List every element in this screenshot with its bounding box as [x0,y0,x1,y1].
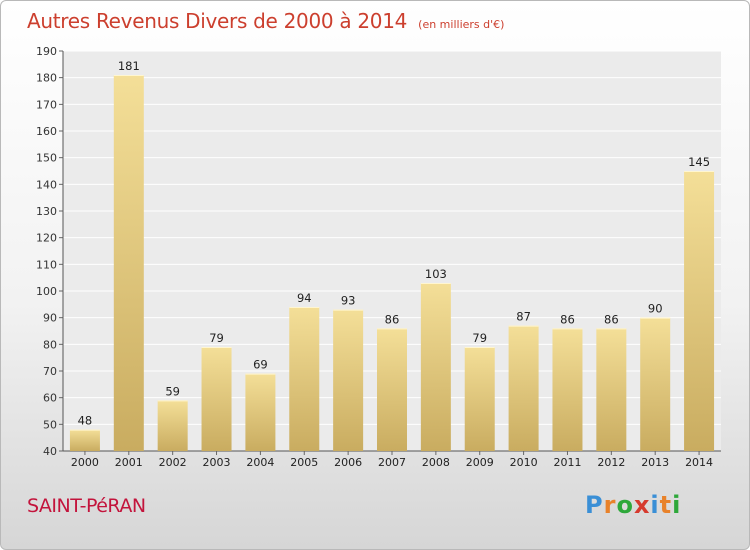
bar [157,400,188,451]
bar [464,347,495,451]
x-tick-label: 2010 [510,456,538,469]
y-tick-label: 60 [43,392,57,405]
logo-letter: x [633,491,651,519]
bar [640,317,671,451]
data-label: 90 [648,302,663,316]
data-label: 93 [341,294,356,308]
x-tick-label: 2001 [115,456,143,469]
x-tick-label: 2013 [641,456,669,469]
logo-letter: i [672,491,682,519]
proxiti-logo: Proxiti [585,491,681,519]
y-tick-label: 160 [36,125,57,138]
y-tick-label: 130 [36,205,57,218]
data-label: 69 [253,358,268,372]
bar [420,283,451,451]
bar [684,171,715,451]
bar [245,373,276,451]
logo-letter: P [585,491,604,519]
data-label: 86 [385,312,400,326]
logo-letter: t [659,491,673,519]
y-tick-label: 180 [36,72,57,85]
data-label: 48 [78,414,93,428]
x-tick-label: 2014 [685,456,713,469]
data-label: 86 [560,312,575,326]
x-tick-label: 2002 [159,456,187,469]
bar [596,328,627,451]
bar [333,309,364,451]
x-tick-label: 2004 [246,456,274,469]
x-tick-label: 2003 [203,456,231,469]
x-tick-label: 2008 [422,456,450,469]
logo-letter: o [616,491,634,519]
chart-title: Autres Revenus Divers de 2000 à 2014 [27,9,408,33]
logo-letter: r [603,491,617,519]
x-tick-label: 2000 [71,456,99,469]
y-tick-label: 150 [36,152,57,165]
y-tick-label: 100 [36,285,57,298]
bar [552,328,583,451]
data-label: 59 [165,384,180,398]
x-tick-label: 2009 [466,456,494,469]
x-tick-label: 2011 [553,456,581,469]
bar [69,429,100,451]
x-tick-label: 2012 [597,456,625,469]
data-label: 79 [472,331,487,345]
city-name: SAINT-PéRAN [27,495,146,517]
bar [289,307,320,451]
y-tick-label: 80 [43,338,57,351]
bar [377,328,407,451]
unit-note: (en milliers d'€) [418,18,505,31]
data-label: 87 [516,310,531,324]
x-tick-label: 2006 [334,456,362,469]
y-tick-label: 70 [43,365,57,378]
y-tick-label: 190 [36,45,57,58]
bar [113,75,144,451]
bar [508,325,539,451]
y-tick-label: 120 [36,232,57,245]
data-label: 94 [297,291,312,305]
logo-letter: i [650,491,660,519]
y-tick-label: 40 [43,445,57,458]
y-tick-label: 50 [43,418,57,431]
data-label: 79 [209,331,224,345]
bar-chart: 40 50 60 70 80 90 100 110 120 130 140 150 160 170 180 1… [36,45,721,469]
x-tick-label: 2005 [290,456,318,469]
x-tick-label: 2007 [378,456,406,469]
data-label: 103 [425,267,447,281]
data-label: 181 [118,59,140,73]
chart-title-wrap: Autres Revenus Divers de 2000 à 2014 (en… [27,9,504,33]
bar [201,347,232,451]
data-label: 145 [688,155,710,169]
y-tick-label: 170 [36,98,57,111]
y-tick-label: 140 [36,178,57,191]
data-label: 86 [604,312,619,326]
y-tick-label: 90 [43,312,57,325]
y-tick-label: 110 [36,258,57,271]
